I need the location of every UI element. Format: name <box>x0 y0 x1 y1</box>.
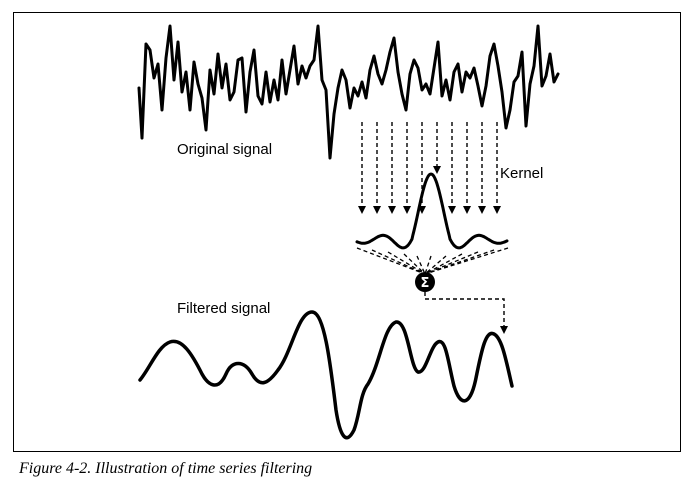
sample-arrow <box>358 122 366 214</box>
sum-input-line <box>424 247 509 275</box>
original-signal-label: Original signal <box>177 141 273 158</box>
sum-input-line <box>424 255 447 275</box>
output-arrow <box>424 292 508 334</box>
filtered-signal-wave <box>138 310 514 440</box>
sum-input-line <box>371 249 426 275</box>
sum-input-line <box>424 253 463 275</box>
sum-input-line <box>403 253 426 275</box>
sample-arrow <box>478 122 486 214</box>
sample-arrow <box>388 122 396 214</box>
sum-input-line <box>416 255 426 275</box>
sum-circle <box>415 272 435 292</box>
sum-input-line <box>387 251 426 275</box>
sample-arrow <box>463 122 471 214</box>
sum-input-line <box>424 249 495 275</box>
sum-input-line <box>356 247 426 275</box>
original-signal-wave <box>137 24 560 160</box>
kernel-label: Kernel <box>500 165 544 182</box>
sum-node: Σ <box>415 272 435 292</box>
sum-symbol: Σ <box>421 276 430 291</box>
sample-arrow <box>448 122 456 214</box>
sample-arrow <box>373 122 381 214</box>
center-arrow <box>433 122 441 174</box>
sample-arrow <box>403 122 411 214</box>
sum-input-line <box>424 251 479 275</box>
filtered-signal-label: Filtered signal <box>177 300 271 317</box>
sample-arrow <box>493 122 501 214</box>
sum-input-line <box>424 255 432 275</box>
figure-caption: Figure 4-2. Illustration of time series … <box>19 460 313 477</box>
sample-arrow <box>418 122 426 214</box>
kernel-wave <box>355 172 509 250</box>
